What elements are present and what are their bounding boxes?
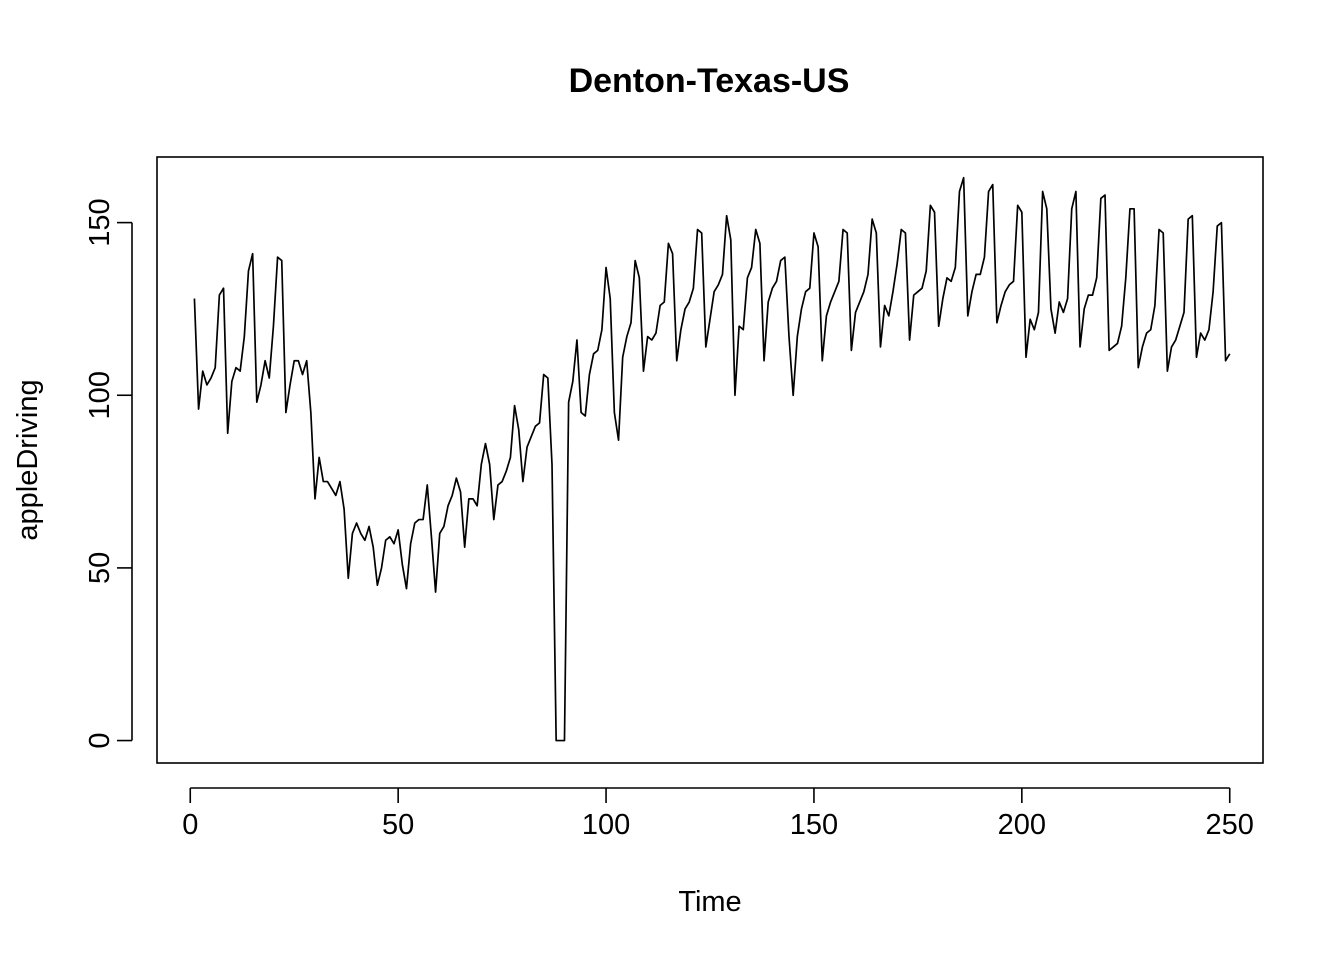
x-tick-label: 200 — [998, 809, 1046, 841]
y-tick-label: 0 — [84, 732, 116, 748]
x-axis: 0 50 100 150 200 250 — [182, 787, 1254, 841]
x-tick-label: 250 — [1206, 809, 1254, 841]
series-line-appleDriving — [193, 176, 1231, 742]
x-tick-label: 50 — [382, 809, 414, 841]
x-axis-label: Time — [678, 886, 741, 918]
x-tick-label: 0 — [182, 809, 198, 841]
y-axis-label: appleDriving — [12, 379, 44, 540]
y-axis: 0 50 100 150 — [84, 198, 133, 749]
chart-title: Denton-Texas-US — [569, 62, 850, 100]
y-tick-label: 100 — [84, 371, 116, 419]
y-tick-label: 150 — [84, 198, 116, 246]
x-tick-label: 150 — [790, 809, 838, 841]
plot-area-frame — [156, 156, 1264, 764]
y-tick-label: 50 — [84, 552, 116, 584]
x-tick-label: 100 — [582, 809, 630, 841]
